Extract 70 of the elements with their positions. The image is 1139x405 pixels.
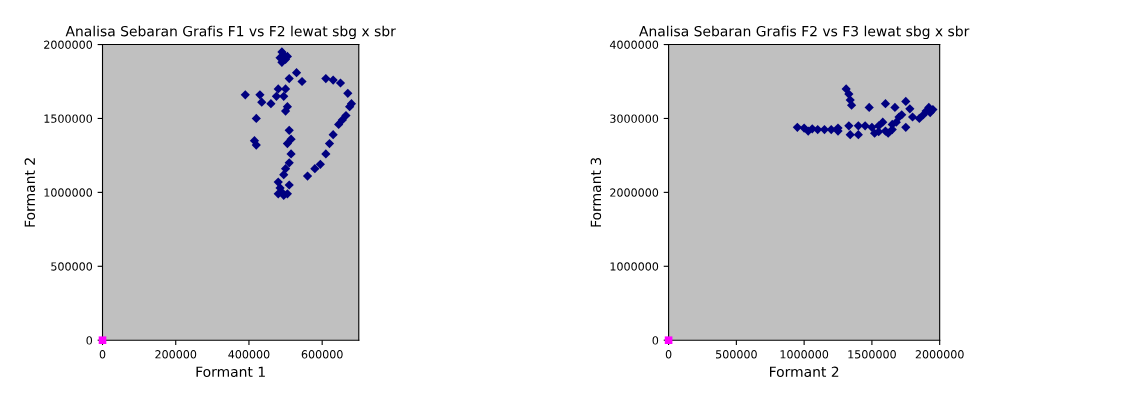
point — [328, 130, 338, 140]
point — [845, 130, 855, 140]
point — [310, 164, 320, 174]
x-axis-title: Formant 2 — [770, 366, 839, 377]
y-tick-label: 2000000 — [610, 188, 659, 197]
y-axis-title: Formant 3 — [590, 157, 602, 227]
point — [302, 171, 313, 181]
point — [315, 159, 325, 169]
x-axis-title: Formant 1 — [196, 366, 265, 377]
point — [335, 78, 346, 88]
y-axis-title: Formant 2 — [24, 158, 36, 227]
point — [878, 117, 888, 127]
point — [284, 125, 294, 135]
y-tick-label: 1500000 — [44, 114, 93, 123]
point — [844, 121, 854, 131]
point — [826, 124, 836, 135]
point — [905, 104, 915, 114]
point — [907, 112, 918, 122]
point — [266, 99, 276, 109]
point — [792, 122, 802, 132]
point — [341, 110, 351, 121]
point — [853, 121, 863, 131]
x-tick-label: 0 — [665, 350, 672, 359]
point — [328, 75, 338, 85]
point — [901, 96, 911, 107]
point — [273, 177, 283, 187]
point — [860, 121, 870, 131]
point — [279, 91, 289, 101]
point — [284, 73, 294, 84]
point — [321, 73, 331, 84]
y-tick-label: 3000000 — [610, 114, 659, 123]
x-tick-label: 1000000 — [780, 350, 829, 359]
chart-title: Analisa Sebaran Grafis F2 vs F3 lewat sbg x sbr — [639, 25, 970, 40]
point — [890, 102, 900, 112]
point — [284, 158, 294, 168]
point — [240, 90, 250, 100]
point — [324, 138, 335, 149]
x-tick-label: 0 — [99, 350, 106, 359]
x-tick-label: 2000000 — [915, 350, 964, 359]
point — [286, 149, 296, 159]
point — [880, 99, 891, 109]
chart-title: Analisa Sebaran Grafis F1 vs F2 lewat sbg x sbr — [65, 25, 396, 40]
y-tick-label: 0 — [86, 336, 93, 345]
y-tick-label: 4000000 — [609, 40, 659, 49]
point — [853, 130, 863, 140]
point — [284, 180, 294, 190]
point — [864, 102, 874, 112]
y-tick-label: 1000000 — [610, 262, 659, 271]
x-tick-label: 200000 — [155, 350, 197, 359]
point — [257, 97, 267, 107]
y-tick-label: 1000000 — [44, 188, 93, 197]
point — [280, 164, 291, 174]
x-tick-label: 600000 — [301, 350, 343, 359]
y-tick-label: 2000000 — [44, 40, 93, 49]
x-tick-label: 400000 — [228, 350, 270, 359]
y-tick-label: 500000 — [51, 262, 93, 271]
point — [901, 122, 911, 132]
x-tick-label: 500000 — [716, 350, 757, 359]
point — [321, 149, 331, 159]
point — [291, 68, 302, 78]
point — [282, 138, 292, 149]
point — [297, 76, 307, 87]
point — [279, 170, 289, 180]
point — [343, 88, 353, 98]
point — [273, 84, 283, 94]
y-tick-label: 0 — [652, 336, 659, 345]
point — [251, 113, 261, 124]
point — [255, 90, 265, 100]
x-tick-label: 1500000 — [848, 350, 896, 359]
point — [867, 122, 877, 132]
